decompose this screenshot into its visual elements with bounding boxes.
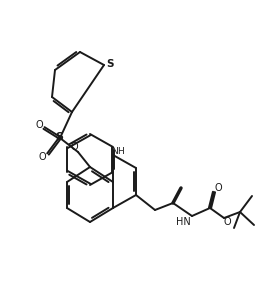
Text: O: O xyxy=(35,120,43,130)
Text: S: S xyxy=(106,59,114,69)
Text: H: H xyxy=(117,146,123,155)
Text: O: O xyxy=(214,183,222,193)
Text: O: O xyxy=(70,142,78,152)
Text: N: N xyxy=(112,146,118,155)
Text: HN: HN xyxy=(176,217,191,227)
Text: O: O xyxy=(38,152,46,162)
Text: O: O xyxy=(223,217,231,227)
Text: S: S xyxy=(55,132,63,142)
